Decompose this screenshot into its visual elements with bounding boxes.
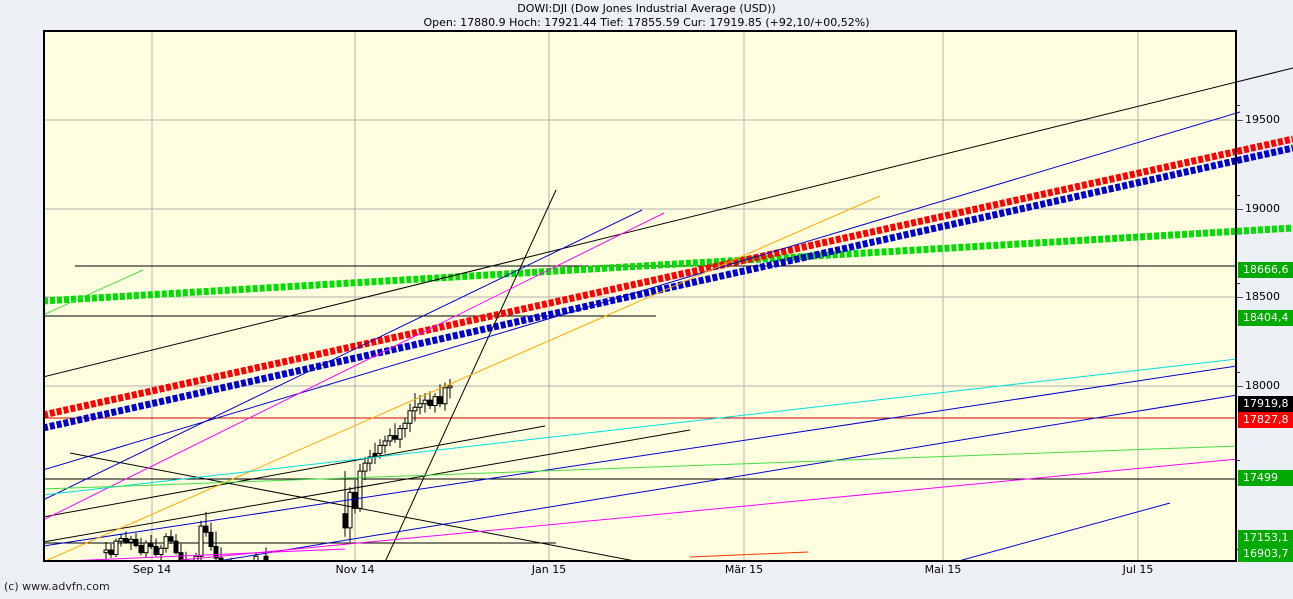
price-badge-184044[interactable]: 18404,4: [1238, 310, 1293, 326]
x-tick-label-2: Jan 15: [531, 563, 567, 576]
candle-body-up: [113, 540, 119, 555]
y-tick-label-18500: 18500: [1245, 290, 1280, 303]
candle-body-up: [362, 462, 368, 472]
price-badge-171531[interactable]: 17153,1: [1238, 530, 1293, 546]
trendline-black-down: [69, 452, 633, 560]
candle-body-down: [342, 513, 348, 529]
candle-body-up: [163, 536, 169, 549]
y-tick-minor: [1237, 372, 1240, 373]
y-tick-label-19500: 19500: [1245, 113, 1280, 126]
trendline-thick-green-resistance: [45, 227, 1235, 305]
candle-body-down: [437, 396, 443, 405]
trendline-green-thin-steep: [45, 269, 144, 315]
candle-body-up: [382, 440, 388, 446]
y-tick-mark: [1237, 386, 1243, 387]
trendline-magenta-steep: [45, 212, 665, 520]
candle-body-up: [387, 435, 393, 442]
candle-body-up: [407, 410, 413, 424]
y-tick-label-19000: 19000: [1245, 202, 1280, 215]
candle-body-down: [153, 545, 159, 555]
price-badge-178278[interactable]: 17827,8: [1238, 412, 1293, 428]
candle-body-up: [367, 456, 373, 464]
plot-area[interactable]: [43, 30, 1237, 562]
candle-body-up: [402, 422, 408, 430]
candle-body-down: [123, 538, 129, 543]
candle-body-up: [377, 444, 383, 454]
x-tick-label-5: Jul 15: [1122, 563, 1154, 576]
candle-body-up: [357, 470, 363, 509]
trendline-black-major-up: [45, 81, 1235, 378]
trendline-blue-steep-a: [45, 209, 643, 500]
candle-body-up: [412, 406, 418, 412]
y-tick-minor: [1237, 105, 1240, 106]
trendline-orange-up: [46, 195, 881, 560]
candle-body-up: [442, 387, 448, 405]
candle-body-down: [392, 435, 398, 440]
candle-body-down: [352, 491, 358, 509]
trendline-blue-mid-a: [45, 365, 1235, 547]
trendline-red-thin-low: [689, 551, 809, 558]
trendline-magenta-short: [77, 548, 346, 560]
candle-body-down: [108, 549, 114, 555]
price-badge-186666[interactable]: 18666,6: [1238, 262, 1293, 278]
page-title: DOWI:DJI (Dow Jones Industrial Average (…: [517, 2, 776, 15]
candle-body-up: [447, 385, 453, 389]
candle-body-down: [427, 399, 433, 407]
x-tick-label-4: Mai 15: [924, 563, 962, 576]
candle-body-up: [417, 403, 423, 408]
candle-body-down: [148, 542, 154, 547]
trendline-black-low-up: [45, 425, 546, 518]
quote-summary: Open: 17880.9 Hoch: 17921.44 Tief: 17855…: [423, 16, 870, 29]
chart-title-block: DOWI:DJI (Dow Jones Industrial Average (…: [0, 0, 1293, 30]
candle-body-up: [432, 396, 438, 407]
x-axis: Sep 14 Nov 14 Jan 15 Mär 15 Mai 15 Jul 15: [0, 563, 1293, 583]
candle-body-down: [133, 538, 139, 547]
candle-body-down: [218, 557, 224, 560]
y-tick-minor: [1237, 195, 1240, 196]
price-badge-17499[interactable]: 17499: [1238, 470, 1293, 486]
candle-body-up: [103, 549, 109, 554]
y-tick-mark: [1237, 120, 1243, 121]
candle-body-up: [347, 491, 353, 529]
candle-body-down: [263, 555, 269, 560]
x-tick-label-0: Sep 14: [132, 563, 172, 576]
candle-body-up: [397, 428, 403, 440]
trendline-green-thin-up: [45, 445, 1235, 490]
trendline-blue-steep-b: [45, 112, 1235, 470]
candle-body-down: [138, 545, 144, 554]
y-tick-mark: [1237, 297, 1243, 298]
price-badge-169037[interactable]: 16903,7: [1238, 546, 1293, 562]
candle-body-down: [203, 525, 209, 533]
x-tick-label-1: Nov 14: [335, 563, 375, 576]
candle-body-up: [422, 399, 428, 405]
copyright-notice: (c) www.advfn.com: [4, 580, 110, 593]
trendline-black-mid-up: [45, 429, 691, 543]
candle-body-up: [128, 538, 134, 543]
price-badge-179198[interactable]: 17919,8: [1238, 396, 1293, 412]
trendline-cyan-up: [45, 358, 1235, 496]
trendline-thick-red-channel: [45, 148, 1235, 419]
trendline-thick-blue-channel: [45, 157, 1235, 432]
x-tick-label-3: Mär 15: [724, 563, 764, 576]
y-tick-minor: [1237, 460, 1240, 461]
candle-body-down: [173, 540, 179, 554]
y-tick-minor: [1237, 283, 1240, 284]
y-tick-mark: [1237, 209, 1243, 210]
trendline-blue-low-right: [960, 502, 1171, 560]
trendline-magenta-low: [175, 458, 1235, 560]
candle-body-down: [168, 536, 174, 542]
candle-body-up: [143, 542, 149, 554]
trendline-blue-mid-b: [221, 394, 1235, 560]
y-axis: 19500 19000 18500 18000 18666,6 18404,4 17919,…: [1237, 30, 1293, 562]
candle-body-up: [253, 555, 259, 560]
candle-body-up: [198, 525, 204, 557]
plot-canvas: [45, 32, 1235, 560]
y-tick-label-18000: 18000: [1245, 379, 1280, 392]
candle-body-up: [158, 547, 164, 555]
candle-body-down: [208, 531, 214, 547]
candle-body-up: [118, 538, 124, 542]
candle-body-down: [213, 545, 219, 559]
trendline-black-steep-up: [385, 189, 557, 560]
